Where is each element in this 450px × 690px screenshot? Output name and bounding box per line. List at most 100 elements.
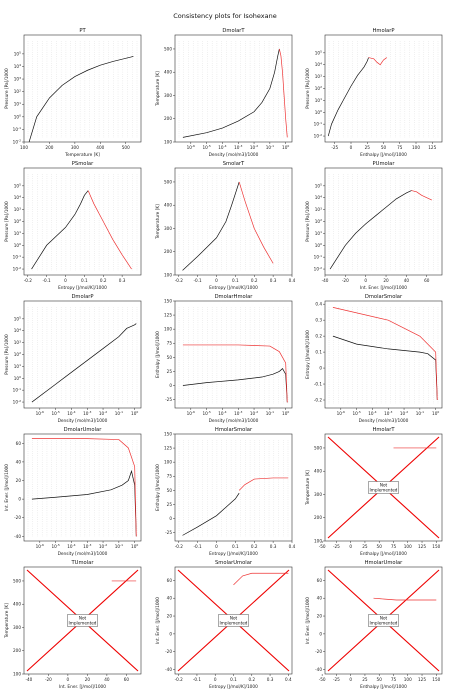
not-implemented-box xyxy=(67,614,98,627)
tick-label: 0 xyxy=(169,516,172,521)
tick-label: 0.2 xyxy=(251,544,258,549)
x-axis-label: Enthalpy [J/mol]/1000 xyxy=(360,551,407,557)
tick-label: 102 xyxy=(14,218,21,224)
series-line xyxy=(332,307,438,401)
x-axis-label: Int. Ener. [J/mol]/1000 xyxy=(59,684,106,690)
plot-frame xyxy=(174,34,293,143)
tick-label: 10-3 xyxy=(234,144,242,150)
not-implemented-box xyxy=(368,481,399,494)
tick-label: 103 xyxy=(14,206,21,212)
tick-label: 10-4 xyxy=(67,410,75,416)
tick-label: 75 xyxy=(167,341,173,346)
plot-area xyxy=(178,41,289,138)
tick-label: 0.4 xyxy=(289,544,296,549)
x-axis-label: Density [mol/m3]/1000 xyxy=(209,152,259,158)
tick-label: -40 xyxy=(165,667,172,672)
plot-frame xyxy=(324,300,443,409)
tick-label: 10-1 xyxy=(314,121,322,127)
tick-label: 100 xyxy=(14,114,21,120)
plot-frame xyxy=(23,34,142,143)
chart-title: HmolarP xyxy=(372,28,394,34)
series-line xyxy=(233,572,289,586)
tick-label: 10-6 xyxy=(187,144,195,150)
tick-label: 103 xyxy=(315,73,322,79)
chart-title: DmolarP xyxy=(71,294,93,300)
chart-PT: PT 100 200 300 400 500 10-2 10-1 100 101 102 103 104… xyxy=(4,28,142,158)
tick-label: 25 xyxy=(362,677,368,682)
plot-frame xyxy=(23,167,142,276)
tick-label: 0 xyxy=(350,145,353,150)
tick-label: 100 xyxy=(164,327,172,332)
tick-label: 0.2 xyxy=(100,278,107,283)
tick-label: 300 xyxy=(71,145,79,150)
tick-label: 75 xyxy=(397,145,403,150)
tick-label: 0.4 xyxy=(289,278,296,283)
tick-label: 0 xyxy=(67,677,70,682)
tick-label: 0 xyxy=(215,544,218,549)
tick-label: 300 xyxy=(164,93,172,98)
tick-label: 100 xyxy=(164,140,172,145)
tick-label: 10-6 xyxy=(36,543,44,549)
x-axis-label: Temperature [K] xyxy=(64,152,100,158)
tick-label: 10-6 xyxy=(337,410,345,416)
plot-area xyxy=(27,41,138,142)
y-axis-label: Int. Ener. [J/mol]/1000 xyxy=(155,597,161,644)
tick-label: 102 xyxy=(14,88,21,94)
tick-label: 0 xyxy=(349,544,352,549)
tick-label: 100 xyxy=(315,242,322,248)
tick-label: 0 xyxy=(319,366,322,371)
chart-DmolarUmolar: DmolarUmolar 10-6 10-5 10-4 10-3 10-2 10-1 100 -… xyxy=(4,427,142,557)
tick-label: 400 xyxy=(13,602,21,607)
tick-label: -0.2 xyxy=(314,398,323,403)
chart-DmolarSmolar: DmolarSmolar 10-6 10-5 10-4 10-3 10-2 10-1 100 -… xyxy=(305,294,443,424)
y-axis-label: Pressure [Pa]/1000 xyxy=(4,334,10,375)
tick-label: 200 xyxy=(164,116,172,121)
tick-label: 10-4 xyxy=(218,144,226,150)
tick-label: 100 xyxy=(164,460,172,465)
x-axis-label: Enthalpy [J/mol]/1000 xyxy=(360,152,407,158)
tick-label: 0.3 xyxy=(119,278,126,283)
series-line xyxy=(31,190,89,270)
chart-title: DmolarSmolar xyxy=(365,294,403,300)
tick-label: 10-2 xyxy=(314,266,322,272)
tick-label: 0.1 xyxy=(232,544,239,549)
tick-label: 101 xyxy=(315,97,322,103)
chart-PSmolar: PSmolar -0.2 -0.1 0 0.1 0.2 0.3 10-2 10-1 100 101 1… xyxy=(4,161,142,291)
series-line xyxy=(182,181,240,271)
chart-SmolarUmolar: SmolarUmolar -0.2 -0.1 0 0.1 0.2 0.3 0.4 -40 -20 0… xyxy=(155,560,293,690)
tick-label: 10-1 xyxy=(314,254,322,260)
plot-area xyxy=(178,440,289,537)
tick-label: 50 xyxy=(377,544,383,549)
tick-label: 10-2 xyxy=(250,410,258,416)
tick-label: 10-3 xyxy=(83,410,91,416)
tick-label: 100 xyxy=(282,144,289,150)
tick-label: -25 xyxy=(165,530,172,535)
x-axis-label: Density [mol/m3]/1000 xyxy=(58,551,108,557)
tick-label: 40 xyxy=(404,278,410,283)
tick-label: 10-2 xyxy=(13,139,21,145)
tick-label: 150 xyxy=(164,299,172,304)
not-implemented-label: Implemented xyxy=(220,621,248,626)
tick-label: 0 xyxy=(64,278,67,283)
tick-label: 300 xyxy=(314,492,322,497)
plot-area xyxy=(328,174,439,271)
tick-label: 500 xyxy=(164,179,172,184)
tick-label: 500 xyxy=(164,46,172,51)
tick-label: 10-1 xyxy=(115,410,123,416)
y-axis-label: Pressure [Pa]/1000 xyxy=(4,68,10,109)
tick-label: 102 xyxy=(315,218,322,224)
tick-label: 125 xyxy=(418,544,426,549)
tick-label: 0 xyxy=(214,677,217,682)
tick-label: 300 xyxy=(13,625,21,630)
tick-label: 50 xyxy=(167,488,173,493)
tick-label: 105 xyxy=(14,316,21,322)
tick-label: -40 xyxy=(322,278,329,283)
series-line xyxy=(238,477,289,491)
tick-label: 104 xyxy=(14,327,21,333)
tick-label: 10-2 xyxy=(314,133,322,139)
tick-label: -0.2 xyxy=(175,677,184,682)
series-line xyxy=(182,492,240,536)
tick-label: 0.4 xyxy=(315,302,322,307)
series-line xyxy=(238,181,274,264)
